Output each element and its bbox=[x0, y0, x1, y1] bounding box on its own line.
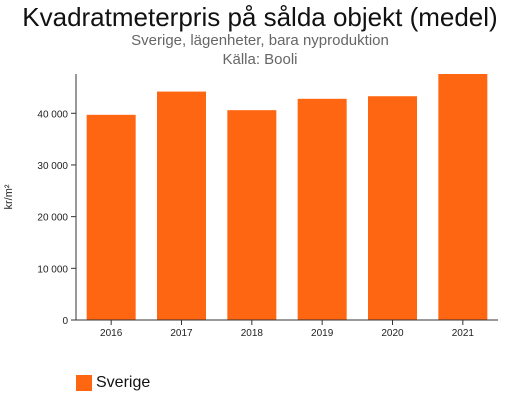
chart-subtitle: Sverige, lägenheter, bara nyproduktion bbox=[131, 32, 389, 49]
y-axis-label: kr/m² bbox=[3, 184, 15, 209]
legend-swatch bbox=[76, 375, 92, 391]
x-tick-label: 2021 bbox=[452, 328, 475, 339]
x-tick-label: 2020 bbox=[381, 328, 404, 339]
bar-2017 bbox=[157, 91, 206, 320]
x-tick-label: 2017 bbox=[170, 328, 193, 339]
y-tick-label: 20 000 bbox=[37, 213, 68, 224]
bar-2016 bbox=[86, 114, 136, 320]
chart-source: Källa: Booli bbox=[222, 51, 298, 68]
x-tick-label: 2018 bbox=[241, 328, 264, 339]
x-tick-label: 2016 bbox=[100, 328, 123, 339]
legend-label: Sverige bbox=[96, 374, 151, 391]
bar-2020 bbox=[368, 96, 417, 320]
y-tick-label: 0 bbox=[62, 316, 68, 327]
y-tick-label: 40 000 bbox=[37, 109, 68, 120]
x-tick-label: 2019 bbox=[311, 328, 334, 339]
bar-chart: 0 10 000 20 000 30 000 40 000 2016 2017 2018 201… bbox=[3, 74, 498, 339]
bar-2021 bbox=[438, 74, 488, 320]
y-tick-label: 30 000 bbox=[37, 161, 68, 172]
bar-2019 bbox=[297, 98, 347, 320]
chart-title: Kvadratmeterpris på sålda objekt (medel) bbox=[22, 2, 498, 32]
legend: Sverige bbox=[76, 374, 150, 392]
bar-2018 bbox=[227, 110, 277, 320]
y-tick-label: 10 000 bbox=[37, 264, 68, 275]
